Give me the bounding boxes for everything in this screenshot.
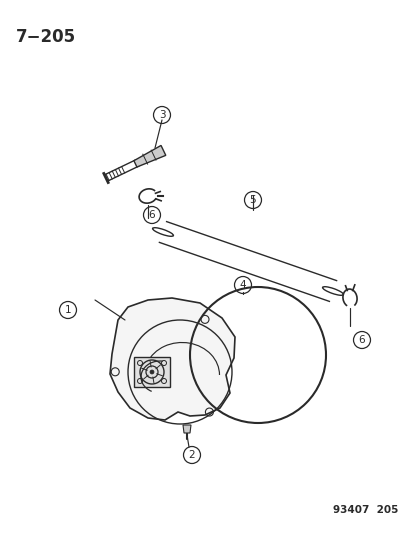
Text: 6: 6: [148, 210, 155, 220]
Text: 5: 5: [249, 195, 256, 205]
Text: 1: 1: [64, 305, 71, 315]
Text: 6: 6: [358, 335, 364, 345]
Polygon shape: [110, 298, 235, 420]
Text: 93407  205: 93407 205: [332, 505, 397, 515]
Text: 2: 2: [188, 450, 195, 460]
FancyBboxPatch shape: [134, 357, 170, 387]
Polygon shape: [133, 146, 165, 167]
Text: 3: 3: [158, 110, 165, 120]
Text: 4: 4: [239, 280, 246, 290]
Text: 7−205: 7−205: [16, 28, 76, 46]
Polygon shape: [183, 425, 190, 433]
Circle shape: [150, 370, 154, 374]
